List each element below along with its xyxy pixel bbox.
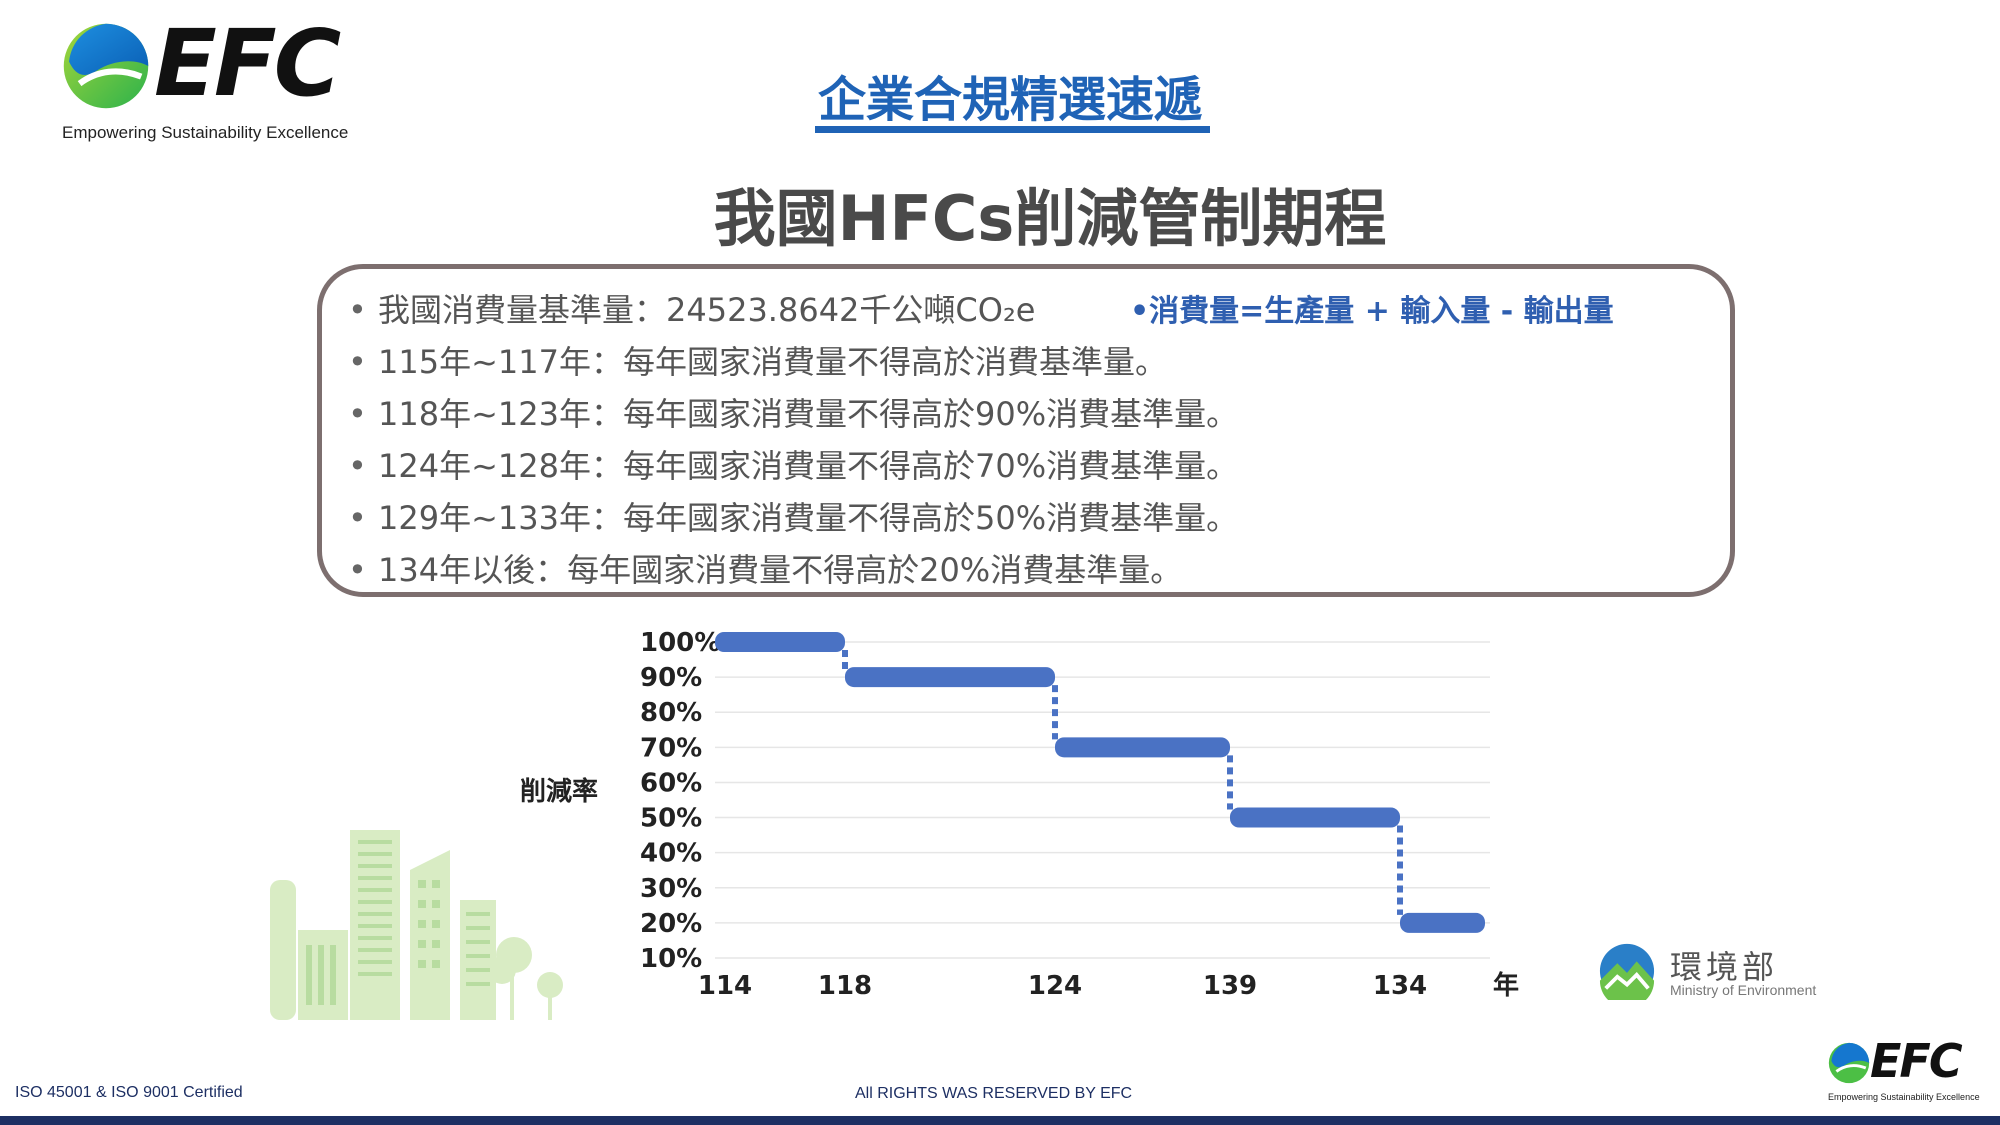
consumption-formula: •消費量=生產量 + 輸入量 - 輸出量 <box>1130 294 1614 329</box>
step-segment <box>1400 912 1485 933</box>
banner-underline <box>815 126 1210 133</box>
step-segment <box>1230 807 1400 828</box>
rule-item: • 129年~133年：每年國家消費量不得高於50%消費基準量。 <box>348 499 1239 537</box>
logo-wordmark: EFC <box>1870 1034 1963 1088</box>
logo-tagline: Empowering Sustainability Excellence <box>62 123 349 142</box>
step-segment <box>845 667 1055 688</box>
x-axis-label: 年 <box>1493 970 1519 1001</box>
rule-item: • 118年~123年：每年國家消費量不得高於90%消費基準量。 <box>348 395 1239 433</box>
rule-item: • 115年~117年：每年國家消費量不得高於消費基準量。 <box>348 343 1167 381</box>
y-tick-label: 90% <box>640 663 702 693</box>
efc-logo: EFC Empowering Sustainability Excellence <box>62 18 362 152</box>
y-tick-label: 10% <box>640 944 702 974</box>
y-tick-label: 60% <box>640 768 702 798</box>
x-tick-label: 118 <box>818 971 872 1001</box>
rule-item: • 124年~128年：每年國家消費量不得高於70%消費基準量。 <box>348 447 1239 485</box>
city-illustration-icon <box>270 830 563 1020</box>
ministry-emblem-icon <box>1599 943 1655 1000</box>
y-tick-label: 100% <box>640 628 720 658</box>
ministry-logo: 環境部 Ministry of Environment <box>1598 940 1838 1010</box>
reduction-schedule-chart: 100% 90% 80% 70% 60% 50% 40% 30% 20% 10% 114 118 12… <box>520 628 1519 1001</box>
logo-wordmark: EFC <box>154 10 341 117</box>
step-segment <box>1055 737 1230 758</box>
logo-tagline: Empowering Sustainability Excellence <box>1828 1092 1980 1102</box>
y-tick-label: 30% <box>640 874 702 904</box>
x-tick-label: 134 <box>1373 971 1427 1001</box>
efc-logo-footer: EFC Empowering Sustainability Excellence <box>1828 1034 1998 1104</box>
y-tick-label: 40% <box>640 839 702 869</box>
ministry-name-en: Ministry of Environment <box>1670 982 1817 998</box>
y-tick-label: 20% <box>640 909 702 939</box>
page-title: 我國HFCs削減管制期程 <box>713 182 1387 255</box>
step-segment <box>715 632 845 652</box>
rule-item: • 我國消費量基準量：24523.8642千公噸CO₂e <box>348 291 1036 329</box>
banner-title: 企業合規精選速遞 <box>817 72 1202 128</box>
rules-box <box>317 264 1735 597</box>
footer-bar <box>0 1116 2000 1125</box>
y-tick-label: 50% <box>640 804 702 834</box>
rights-text: All RIGHTS WAS RESERVED BY EFC <box>855 1085 1133 1102</box>
rule-item: • 134年以後：每年國家消費量不得高於20%消費基準量。 <box>348 551 1183 589</box>
efc-globe-icon <box>1828 1042 1870 1084</box>
ministry-name: 環境部 <box>1670 948 1779 986</box>
y-tick-label: 70% <box>640 733 702 763</box>
y-axis-label: 削減率 <box>520 776 598 807</box>
efc-globe-icon <box>63 23 149 109</box>
x-tick-label: 139 <box>1203 971 1257 1001</box>
y-tick-label: 80% <box>640 698 702 728</box>
x-tick-label: 114 <box>698 971 752 1001</box>
certification-text: ISO 45001 & ISO 9001 Certified <box>15 1084 243 1101</box>
x-tick-label: 124 <box>1028 971 1082 1001</box>
